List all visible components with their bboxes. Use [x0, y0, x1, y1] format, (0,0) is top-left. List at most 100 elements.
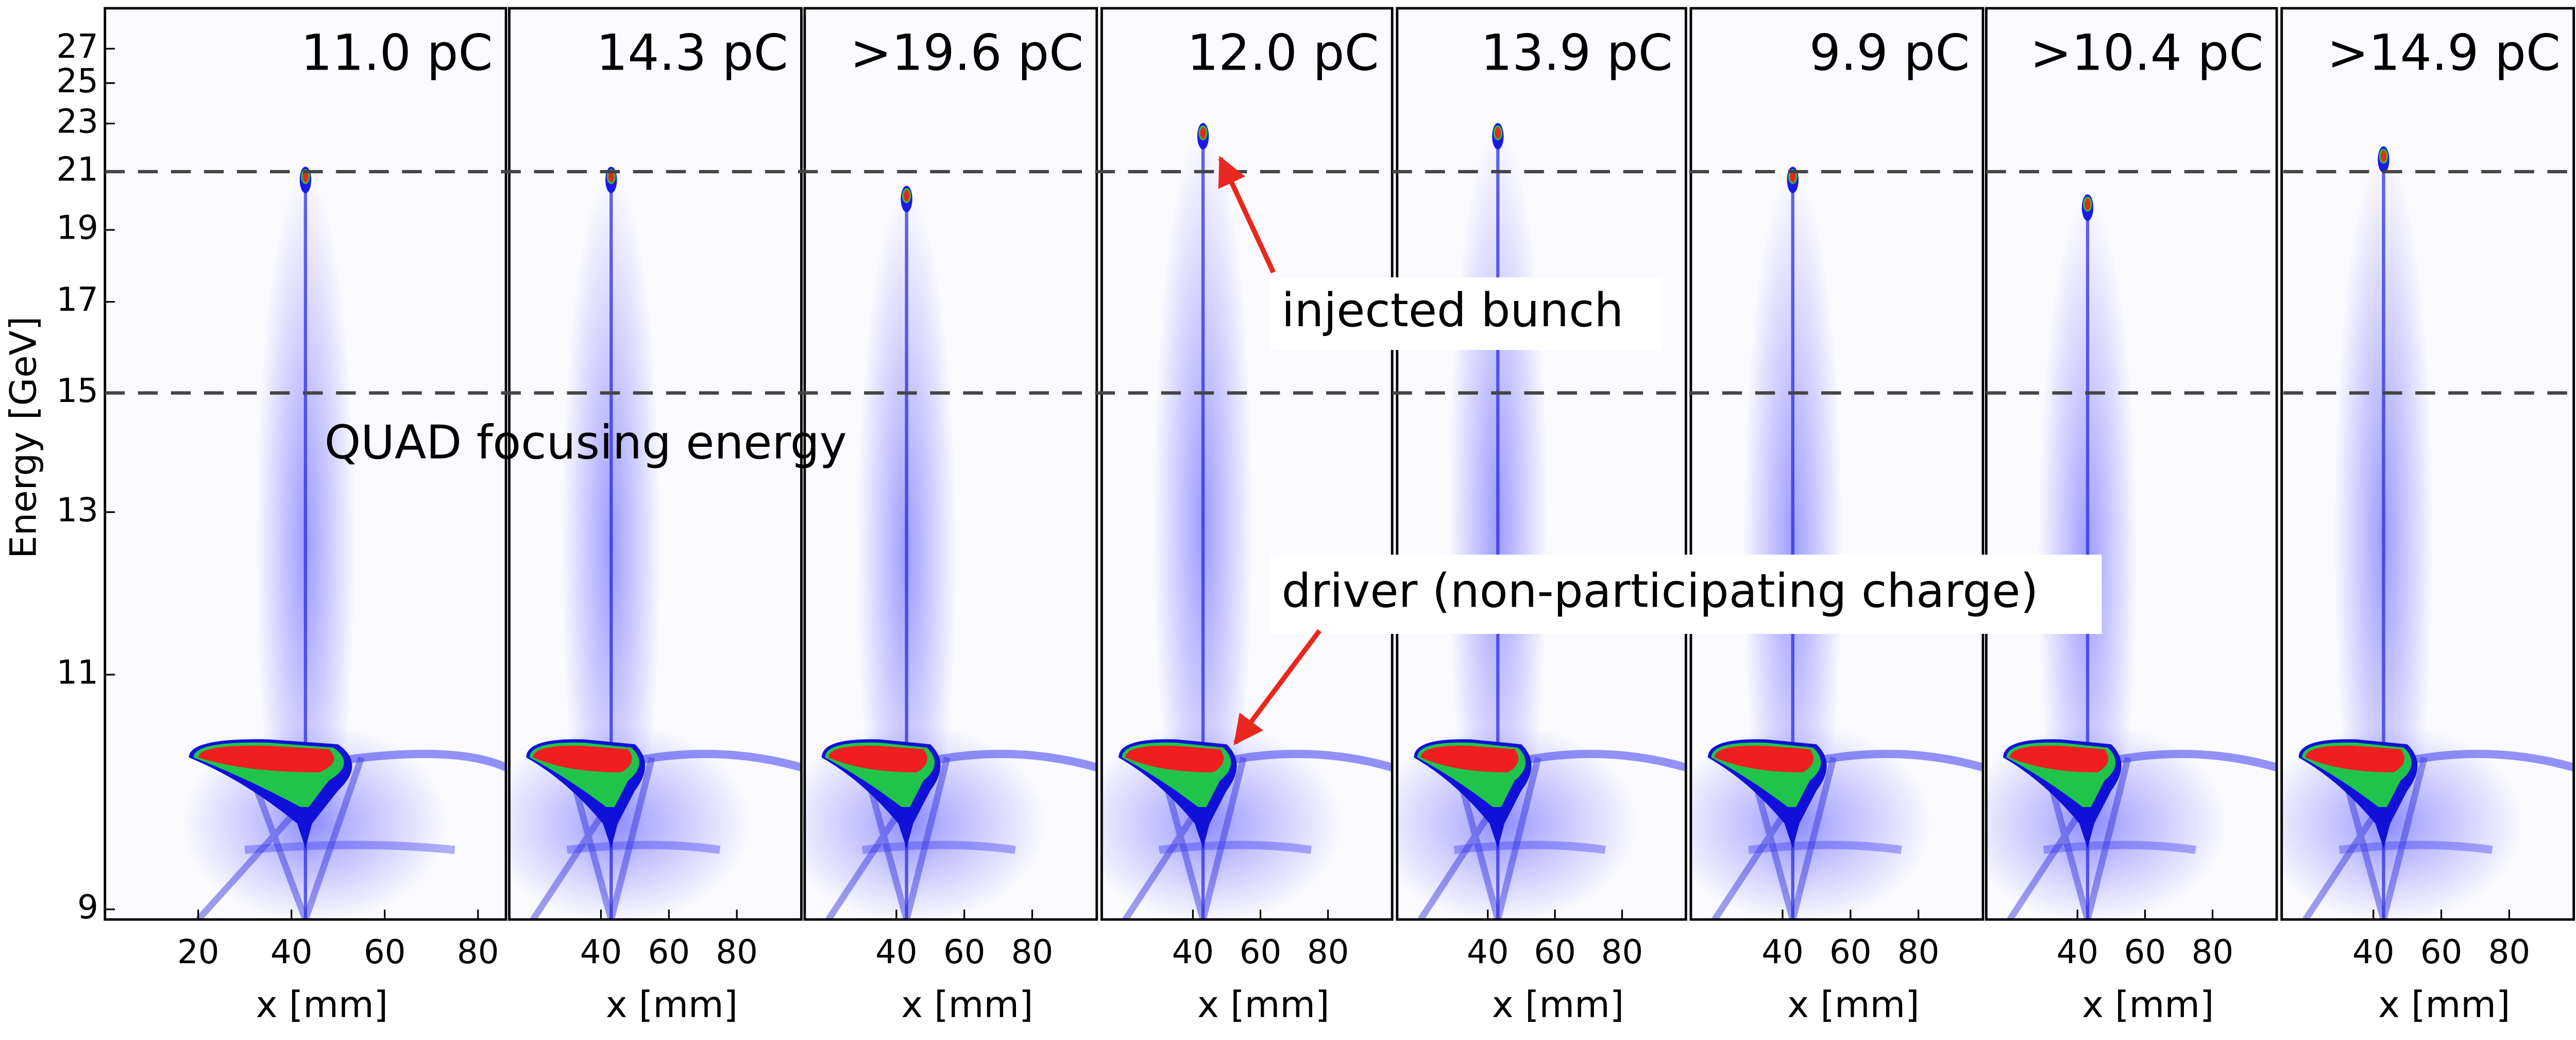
- x-axis-label: x [mm]: [256, 983, 388, 1026]
- x-tick-label: 60: [648, 933, 690, 971]
- x-tick-label: 60: [2124, 933, 2166, 971]
- panel: [1397, 8, 1686, 920]
- driver-wing: [1748, 841, 1902, 854]
- panel-label: >10.4 pC: [2030, 24, 2263, 81]
- y-tick-label: 27: [56, 28, 98, 66]
- x-tick-label: 80: [716, 933, 758, 971]
- annotation: injected bunch: [1282, 284, 1624, 338]
- panel-frame: [508, 7, 803, 921]
- y-axis-label: Energy [GeV]: [2, 316, 44, 559]
- x-tick-label: 80: [1011, 933, 1053, 971]
- x-axis-label: x [mm]: [1492, 983, 1624, 1026]
- panel-label: >19.6 pC: [850, 24, 1083, 81]
- panel-label: 11.0 pC: [301, 24, 493, 81]
- driver-wing: [1226, 749, 1393, 771]
- bunch-tip: [902, 188, 911, 204]
- driver-core: [828, 746, 928, 773]
- x-axis-label: x [mm]: [2378, 983, 2510, 1026]
- x-tick-label: 40: [875, 933, 918, 971]
- x-tick-label: 60: [1829, 933, 1872, 971]
- x-tick-label: 40: [580, 933, 622, 971]
- y-tick-label: 19: [56, 209, 98, 247]
- annotation-box: [1270, 277, 1663, 350]
- panel-frame: [1396, 7, 1687, 921]
- x-tick-label: 80: [2488, 933, 2531, 971]
- panel: [2281, 8, 2574, 920]
- driver-core: [198, 746, 334, 773]
- panel: [1101, 8, 1393, 920]
- y-tick-label: 11: [56, 654, 98, 692]
- x-axis-label: x [mm]: [606, 983, 738, 1026]
- x-tick-label: 80: [1897, 933, 1939, 971]
- driver-core: [1420, 746, 1519, 773]
- annotation: driver (non-participating charge): [1282, 565, 2039, 618]
- x-tick-label: 80: [1307, 933, 1349, 971]
- bunch-tip: [2083, 196, 2092, 212]
- panel-label: >14.9 pC: [2327, 24, 2561, 81]
- x-tick-label: 40: [270, 933, 313, 971]
- panel-label: 9.9 pC: [1809, 24, 1970, 81]
- driver-core: [2305, 746, 2404, 773]
- x-tick-label: 80: [457, 933, 499, 971]
- x-tick-label: 40: [1172, 933, 1214, 971]
- panel-label: 12.0 pC: [1187, 24, 1379, 81]
- x-tick-label: 60: [943, 933, 986, 971]
- panel-label: 13.9 pC: [1481, 24, 1673, 81]
- panels: 11.0 pC 20 40 60 80 x [mm] 14.3 pC 40 60 80 x [mm]…: [104, 7, 2575, 1026]
- driver-wing: [1520, 749, 1686, 771]
- x-tick-label: 40: [2057, 933, 2098, 971]
- x-tick-label: 60: [2420, 933, 2462, 971]
- x-tick-label: 40: [1467, 933, 1509, 971]
- driver-wing: [634, 749, 802, 771]
- panel-frame: [1985, 7, 2278, 921]
- x-axis-label: x [mm]: [901, 983, 1033, 1026]
- driver-core: [2010, 746, 2109, 773]
- driver-core: [1125, 746, 1224, 773]
- driver-wing: [862, 841, 1016, 854]
- bunch-tip: [1198, 125, 1208, 141]
- x-tick-label: 60: [1534, 933, 1576, 971]
- panel-frame: [2280, 7, 2575, 921]
- panel-label: 14.3 pC: [596, 24, 788, 81]
- x-tick-label: 40: [1761, 933, 1803, 971]
- panel-frame: [803, 7, 1098, 921]
- driver-wing: [2406, 749, 2574, 771]
- y-tick-label: 13: [56, 491, 98, 529]
- panel-frame: [104, 7, 507, 921]
- panel: [1986, 8, 2277, 920]
- x-tick-label: 20: [177, 933, 219, 971]
- panel: [105, 8, 506, 920]
- driver-wing: [2110, 749, 2277, 771]
- bunch-tip: [2379, 148, 2388, 164]
- x-tick-label: 60: [364, 933, 406, 971]
- annotation-box: [1270, 555, 2102, 634]
- driver-core: [1715, 746, 1814, 773]
- y-tick-label: 21: [56, 151, 98, 189]
- driver-wing: [1816, 749, 1983, 771]
- panel-frame: [1689, 7, 1985, 921]
- arrow: [1218, 156, 1276, 274]
- x-tick-label: 80: [2192, 933, 2234, 971]
- arrow: [1233, 629, 1322, 746]
- panel: [1690, 8, 1983, 920]
- driver-wing: [2338, 841, 2493, 854]
- y-tick-label: 15: [56, 372, 98, 410]
- driver-wing: [2043, 841, 2196, 854]
- x-tick-label: 40: [2352, 933, 2395, 971]
- x-axis-label: x [mm]: [2082, 983, 2214, 1026]
- panel: [804, 8, 1097, 920]
- y-tick-label: 25: [56, 62, 98, 100]
- panel-frame: [1100, 7, 1394, 921]
- x-tick-label: 60: [1240, 933, 1281, 971]
- driver-wing: [1158, 841, 1312, 854]
- y-tick-label: 23: [56, 103, 98, 141]
- driver-wing: [244, 841, 455, 854]
- driver-wing: [337, 749, 506, 771]
- driver-core: [533, 746, 632, 773]
- y-tick-label: 17: [56, 281, 98, 319]
- annotation: QUAD focusing energy: [325, 416, 847, 469]
- x-tick-label: 80: [1601, 933, 1643, 971]
